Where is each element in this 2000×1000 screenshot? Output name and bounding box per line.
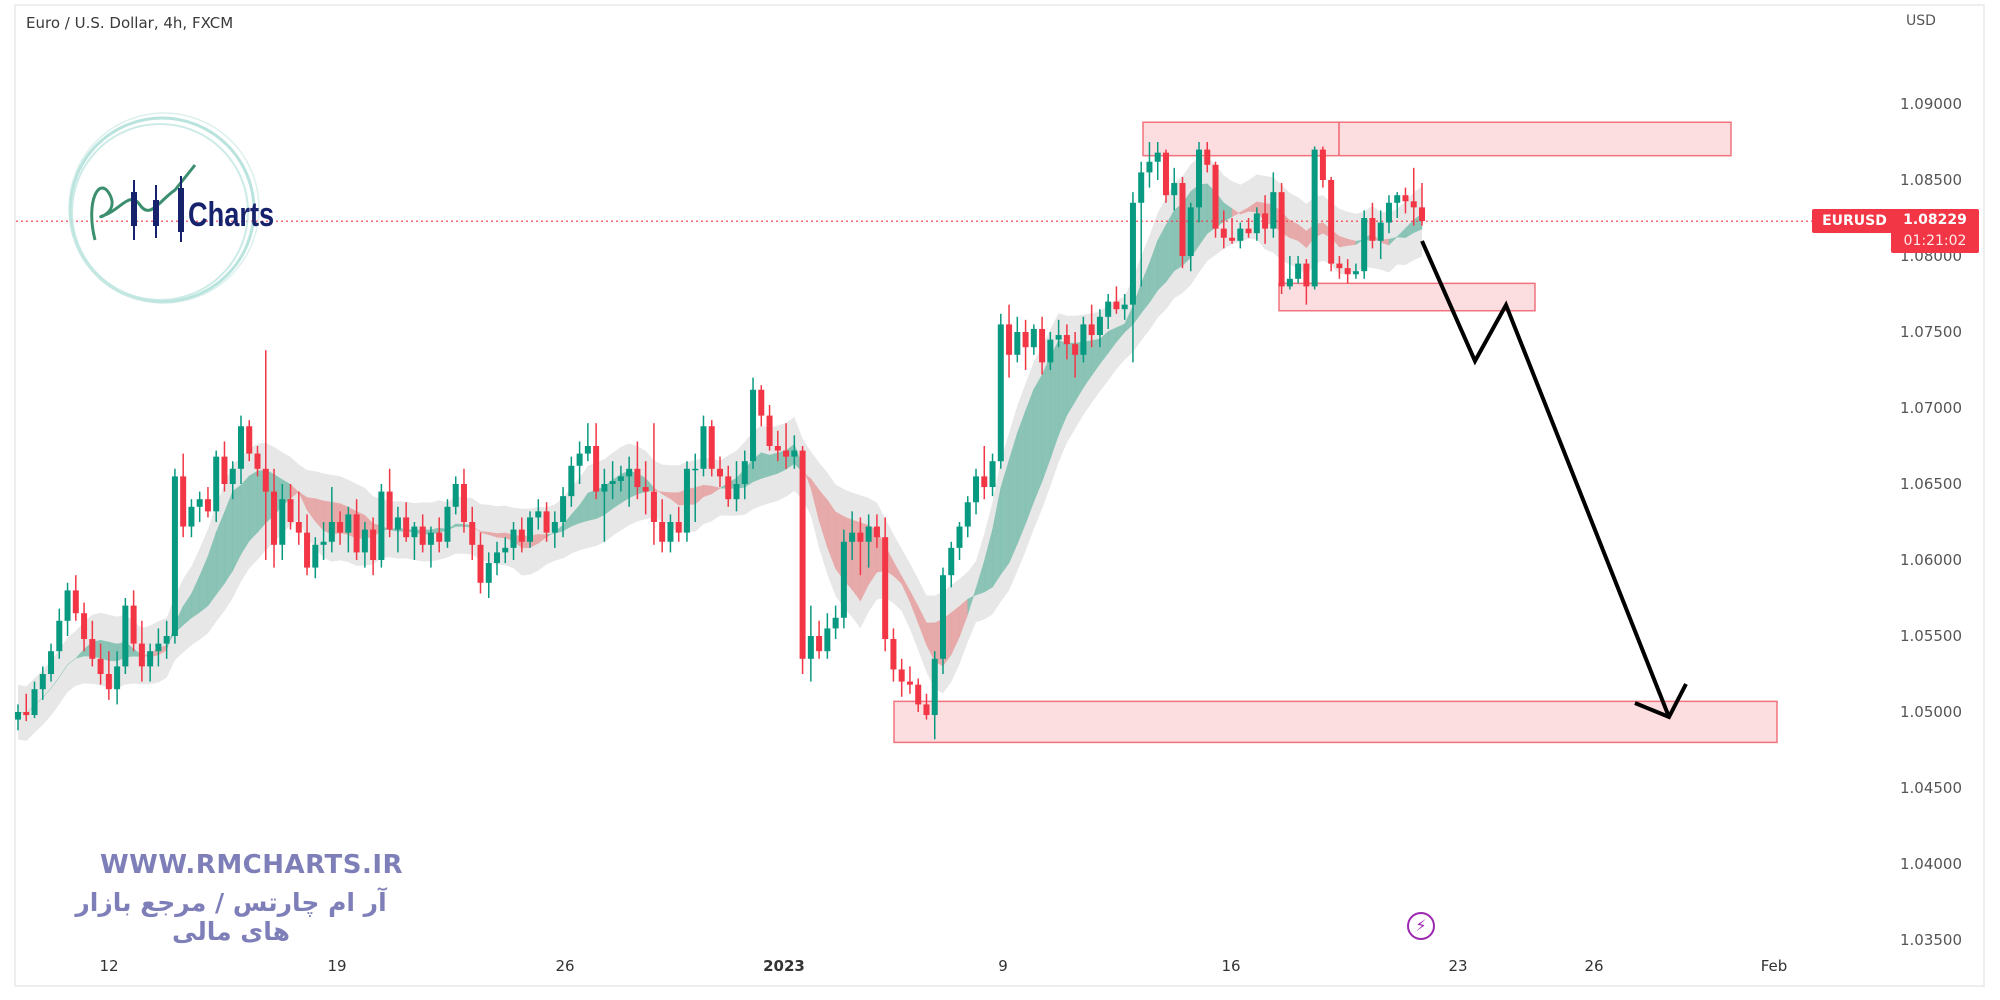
time-tick: 26 — [1584, 957, 1604, 975]
website-watermark: WWW.RMCHARTS.IR — [100, 850, 404, 880]
time-tick: 26 — [555, 957, 575, 975]
lightning-icon[interactable]: ⚡ — [1407, 912, 1435, 940]
price-tag: 1.08229 01:21:02 — [1891, 209, 1979, 253]
target-zone[interactable] — [893, 700, 1778, 744]
price-tick: 1.08500 — [1899, 171, 1962, 189]
price-tick: 1.05500 — [1899, 627, 1962, 645]
last-price: 1.08229 — [1903, 212, 1967, 228]
projection-arrow[interactable] — [1420, 240, 1688, 720]
time-tick: 2023 — [763, 957, 805, 975]
price-tick: 1.05000 — [1899, 703, 1962, 721]
time-tick: Feb — [1760, 957, 1788, 975]
logo-text: Charts — [188, 196, 275, 234]
logo — [68, 112, 260, 304]
price-tick: 1.09000 — [1899, 95, 1962, 113]
price-tick: 1.07000 — [1899, 399, 1962, 417]
time-tick: 19 — [327, 957, 347, 975]
price-tick: 1.04000 — [1899, 855, 1962, 873]
time-tick: 16 — [1221, 957, 1241, 975]
cloud-band — [18, 156, 1422, 741]
zones[interactable] — [893, 121, 1778, 744]
bar-countdown: 01:21:02 — [1903, 233, 1967, 249]
price-tick: 1.07500 — [1899, 323, 1962, 341]
price-tick: 1.03500 — [1899, 931, 1962, 949]
time-tick: 9 — [998, 957, 1008, 975]
price-tick: 1.06000 — [1899, 551, 1962, 569]
ma-ribbon — [17, 183, 1423, 714]
price-tick: 1.04500 — [1899, 779, 1962, 797]
chart-title: Euro / U.S. Dollar, 4h, FXCM — [26, 14, 234, 32]
currency-label: USD — [1906, 13, 1936, 29]
candles — [15, 142, 1425, 740]
price-tick: 1.06500 — [1899, 475, 1962, 493]
time-tick: 23 — [1448, 957, 1468, 975]
resistance-zone[interactable] — [1142, 121, 1732, 157]
symbol-tag: EURUSD — [1812, 209, 1897, 233]
slogan-watermark: آر ام چارتس / مرجع بازار های مالی — [75, 888, 387, 946]
support-zone-near[interactable] — [1278, 282, 1536, 312]
time-tick: 12 — [99, 957, 119, 975]
